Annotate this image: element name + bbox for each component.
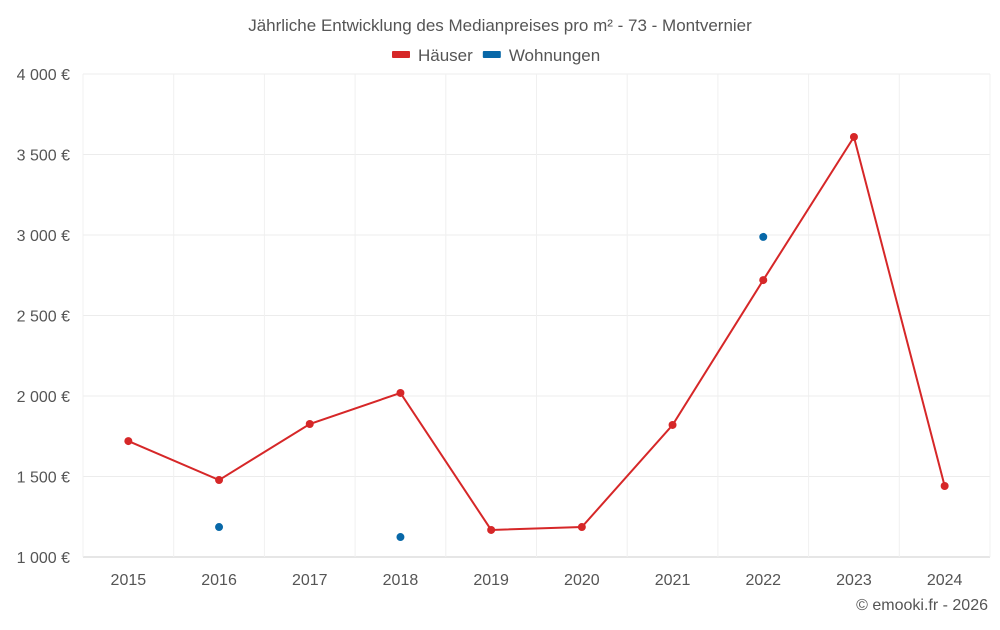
x-tick-label: 2019 <box>473 572 509 589</box>
y-tick-label: 1 000 € <box>17 550 70 567</box>
legend-swatch-0 <box>392 51 410 58</box>
grid <box>82 73 991 558</box>
data-point-0-2021 <box>668 420 677 429</box>
series <box>124 132 949 542</box>
data-point-0-2024 <box>940 481 949 490</box>
data-point-1-2016 <box>215 523 224 532</box>
data-point-0-2020 <box>577 523 586 532</box>
y-tick-label: 2 000 € <box>17 389 70 406</box>
x-tick-label: 2021 <box>655 572 691 589</box>
data-point-1-2022 <box>759 232 768 241</box>
y-tick-label: 3 000 € <box>17 228 70 245</box>
x-tick-label: 2022 <box>745 572 781 589</box>
x-tick-label: 2024 <box>927 572 963 589</box>
legend: Häuser Wohnungen <box>392 46 600 65</box>
x-tick-label: 2017 <box>292 572 328 589</box>
data-point-0-2018 <box>396 388 405 397</box>
data-point-0-2016 <box>215 476 224 485</box>
data-point-0-2019 <box>487 525 496 534</box>
chart-title: Jährliche Entwicklung des Medianpreises … <box>248 16 752 35</box>
legend-label-0: Häuser <box>418 46 473 65</box>
credit: © emooki.fr - 2026 <box>856 597 988 614</box>
x-tick-label: 2015 <box>111 572 147 589</box>
x-tick-label: 2023 <box>836 572 872 589</box>
data-point-0-2023 <box>849 132 858 141</box>
x-tick-label: 2020 <box>564 572 600 589</box>
y-tick-label: 1 500 € <box>17 470 70 487</box>
legend-label-1: Wohnungen <box>509 46 600 65</box>
x-tick-label: 2018 <box>383 572 419 589</box>
axes: 1 000 € 1 500 € 2 000 € 2 500 € 3 000 € 3 500… <box>17 67 963 589</box>
y-tick-label: 4 000 € <box>17 67 70 84</box>
data-point-1-2018 <box>396 533 405 542</box>
data-point-0-2022 <box>759 276 768 285</box>
y-tick-label: 3 500 € <box>17 148 70 165</box>
data-point-0-2015 <box>124 437 133 446</box>
y-tick-label: 2 500 € <box>17 309 70 326</box>
legend-swatch-1 <box>482 51 501 58</box>
series-line-0 <box>127 134 946 531</box>
data-point-0-2017 <box>305 420 314 429</box>
x-tick-label: 2016 <box>201 572 237 589</box>
